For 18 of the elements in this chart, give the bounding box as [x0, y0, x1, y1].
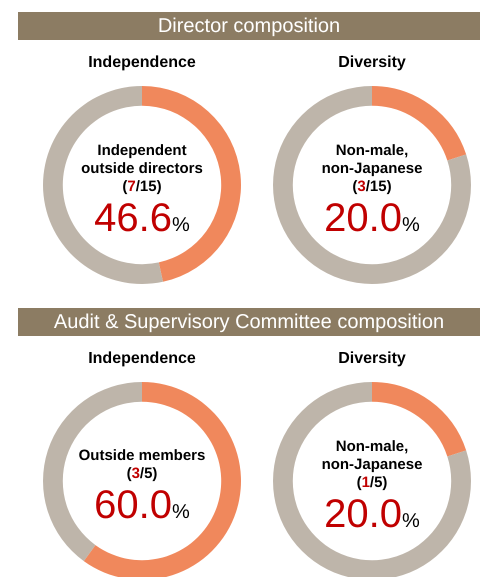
text: 46.6% — [94, 196, 190, 242]
text: (7/15) — [122, 178, 162, 196]
text: Audit & Supervisory Committee composition — [18, 308, 480, 336]
text: (1/5) — [356, 474, 388, 492]
text: 20.0% — [324, 492, 420, 538]
text: Outside members — [78, 446, 206, 464]
chart-title: Diversity — [337, 54, 407, 72]
chart-title: Independence — [87, 54, 197, 72]
text: Director composition — [18, 12, 480, 40]
text: 60.0% — [94, 482, 190, 528]
text: 20.0% — [324, 196, 420, 242]
text: Non-male, non-Japanese — [322, 438, 422, 472]
chart-title: Diversity — [337, 350, 407, 368]
text: (3/5) — [126, 464, 158, 482]
text: (3/15) — [352, 178, 392, 196]
text: Non-male, non-Japanese — [322, 142, 422, 176]
text: Independent outside directors — [81, 142, 203, 176]
chart-title: Independence — [87, 350, 197, 368]
